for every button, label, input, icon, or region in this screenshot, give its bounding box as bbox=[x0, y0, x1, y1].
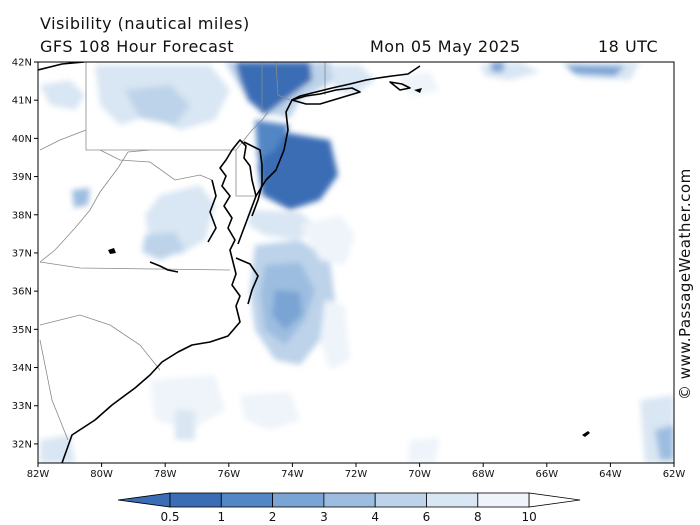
latitude-axis: 42N 41N 40N 39N 38N 37N 36N 35N 34N 33N 32N bbox=[12, 58, 38, 450]
legend-swatch bbox=[220, 492, 274, 508]
island-bermuda bbox=[582, 431, 590, 437]
forecast-date: Mon 05 May 2025 bbox=[370, 37, 521, 56]
legend-swatch bbox=[272, 492, 325, 508]
legend-swatch bbox=[477, 492, 530, 508]
lat-tick-label: 37N bbox=[12, 248, 32, 259]
legend-label: 3 bbox=[320, 510, 328, 524]
lat-tick-label: 38N bbox=[12, 210, 32, 221]
lake-marker bbox=[108, 248, 116, 254]
lat-tick-label: 40N bbox=[12, 134, 32, 145]
lon-tick-label: 64W bbox=[599, 469, 622, 480]
map-area bbox=[38, 62, 674, 463]
coastline bbox=[38, 62, 421, 463]
map-title: Visibility (nautical miles) bbox=[40, 14, 250, 33]
lat-tick-label: 33N bbox=[12, 401, 32, 412]
lat-tick-label: 32N bbox=[12, 439, 32, 450]
legend-label: 8 bbox=[474, 510, 482, 524]
legend-label: 6 bbox=[423, 510, 431, 524]
island-nantucket bbox=[414, 88, 422, 93]
legend-label: 0.5 bbox=[160, 510, 179, 524]
visibility-shading bbox=[40, 62, 674, 463]
legend-swatch bbox=[374, 492, 427, 508]
lon-tick-label: 68W bbox=[472, 469, 495, 480]
lat-tick-label: 39N bbox=[12, 172, 32, 183]
forecast-time: 18 UTC bbox=[598, 37, 659, 56]
lon-tick-label: 80W bbox=[90, 469, 113, 480]
lat-tick-label: 34N bbox=[12, 363, 32, 374]
lon-tick-label: 70W bbox=[408, 469, 431, 480]
lon-tick-label: 78W bbox=[154, 469, 177, 480]
lat-tick-label: 36N bbox=[12, 287, 32, 298]
state-borders bbox=[39, 62, 326, 441]
legend-swatch bbox=[169, 492, 222, 508]
lat-tick-label: 35N bbox=[12, 325, 32, 336]
lon-tick-label: 82W bbox=[27, 469, 50, 480]
legend-label: 4 bbox=[371, 510, 379, 524]
visibility-legend: 0.5 1 2 3 4 6 8 10 bbox=[117, 492, 581, 524]
legend-label: 10 bbox=[521, 510, 536, 524]
longitude-axis: 82W 80W 78W 76W 74W 72W 70W 68W 66W 64W 62W bbox=[27, 463, 686, 480]
lon-tick-label: 76W bbox=[217, 469, 240, 480]
lat-tick-label: 42N bbox=[12, 58, 32, 69]
legend-arrow-high bbox=[528, 492, 581, 508]
lat-tick-label: 41N bbox=[12, 96, 32, 107]
legend-arrow-low bbox=[117, 492, 171, 508]
legend-label: 2 bbox=[269, 510, 277, 524]
legend-swatch bbox=[426, 492, 479, 508]
legend-swatch bbox=[323, 492, 376, 508]
model-label: GFS 108 Hour Forecast bbox=[40, 37, 235, 56]
lon-tick-label: 62W bbox=[663, 469, 686, 480]
legend-label: 1 bbox=[217, 510, 225, 524]
lon-tick-label: 74W bbox=[281, 469, 304, 480]
lon-tick-label: 72W bbox=[345, 469, 368, 480]
lon-tick-label: 66W bbox=[535, 469, 558, 480]
